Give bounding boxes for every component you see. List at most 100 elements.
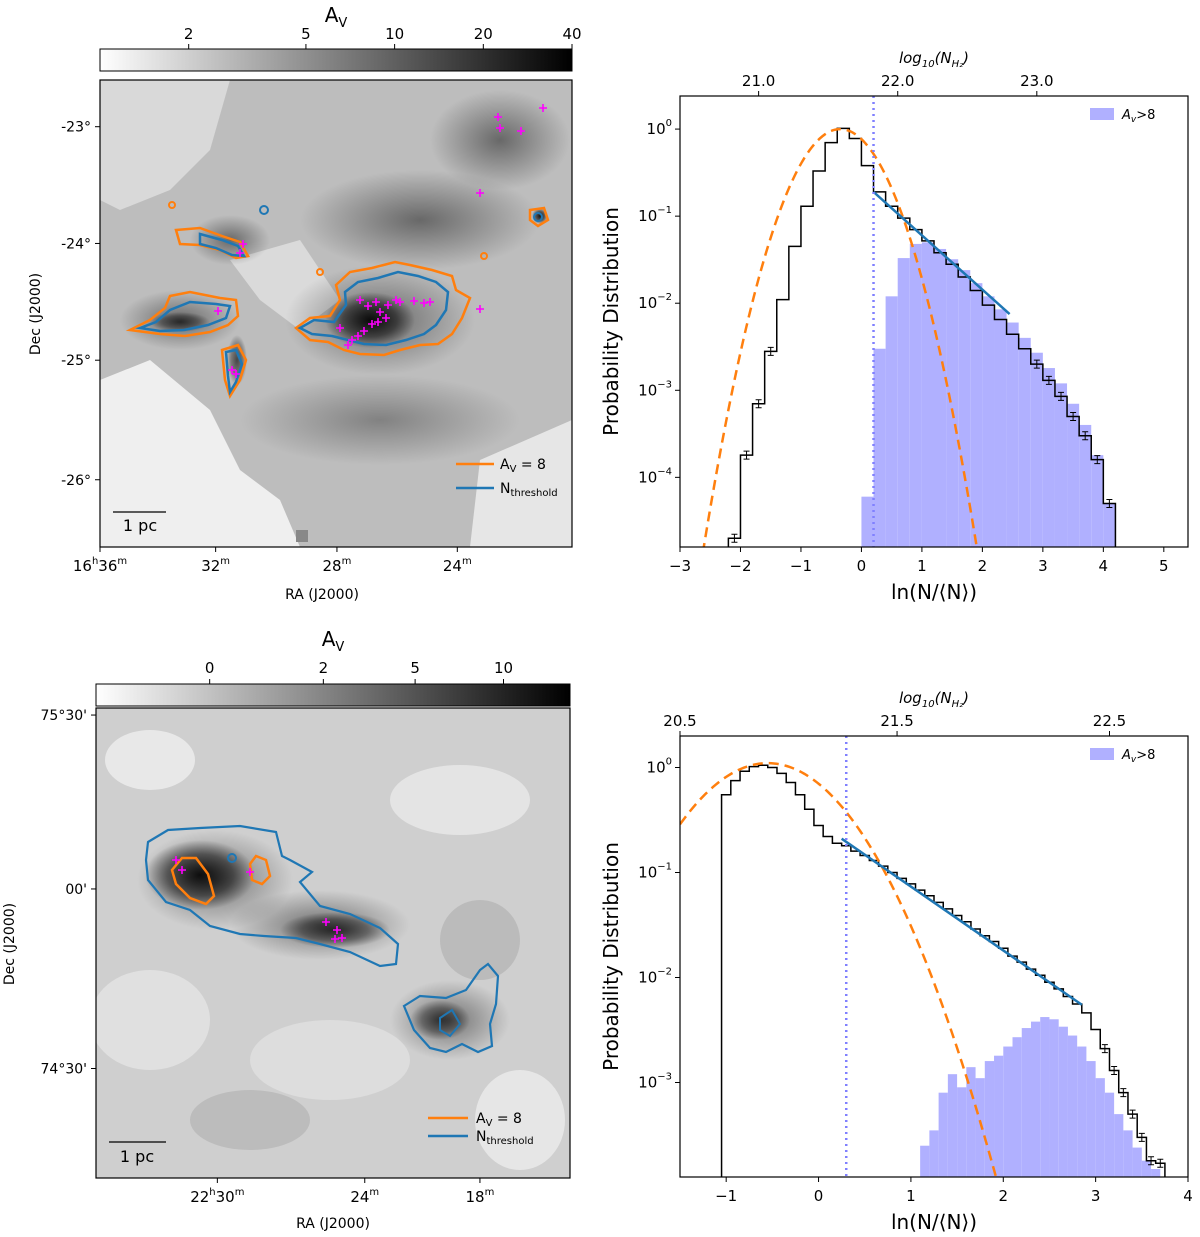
y-tick-label: 10−2: [638, 967, 672, 987]
xlabel-bottom-map: RA (J2000): [296, 1216, 370, 1232]
colorbar-bottom: AV 0 2 5 10: [95, 627, 571, 707]
av8-histogram-bar: [1104, 1092, 1115, 1177]
x-tick-label: −1: [715, 1187, 737, 1205]
yso-marker: [239, 240, 247, 248]
scalebar-label-top: 1 pc: [123, 516, 157, 535]
x-tick-label: 1: [917, 557, 927, 575]
lognormal-fit: [702, 127, 979, 547]
yso-marker: [496, 124, 504, 132]
threshold-contour: [135, 300, 232, 333]
av8-histogram-bar: [957, 1087, 967, 1177]
pdf-legend: Av>8: [1090, 108, 1155, 125]
x-tick-label: 5: [1159, 557, 1169, 575]
yso-marker: [539, 104, 547, 112]
pdf-ylabel: Probability Distribution: [599, 842, 623, 1071]
colorbar-tick-label: 20: [474, 25, 493, 43]
av8-contour: [220, 343, 248, 399]
yso-marker: [246, 868, 254, 876]
svg-text:Nthreshold: Nthreshold: [476, 1129, 534, 1147]
yso-marker: [476, 305, 484, 313]
pdf-panel-bottom: −1 0 1 2 3 4 100 10−1 10−2 10−3 20.5 21.5 22.5 log10(…: [599, 689, 1193, 1234]
x-tick-label: −1: [790, 557, 812, 575]
top-tick-label: 21.0: [742, 72, 775, 90]
y-tick-label: 10−1: [638, 862, 672, 882]
av8-histogram-bar: [1079, 424, 1092, 547]
y-tick-label: 10−1: [638, 205, 672, 225]
yso-marker: [517, 127, 525, 135]
pdf-plot-area: [702, 96, 1117, 547]
error-bar: [1120, 1088, 1127, 1098]
x-tick-label: 3: [1091, 1187, 1101, 1205]
x-tick-label: 2: [978, 557, 988, 575]
pdf-xlabel: ln(N/⟨N⟩): [891, 580, 977, 604]
yso-marker: [396, 298, 404, 306]
colorbar-tick-label: 5: [301, 25, 311, 43]
yso-marker: [214, 307, 222, 315]
av8-contour: [248, 854, 272, 886]
yso-marker: [228, 366, 236, 374]
y-tick-label: -26°: [61, 473, 91, 489]
y-tick-label: 10−3: [638, 1072, 672, 1092]
ylabel-bottom-map: Dec (J2000): [2, 903, 18, 985]
error-bar: [1129, 1109, 1136, 1119]
av8-histogram-bar: [1151, 1169, 1161, 1177]
powerlaw-fit: [872, 190, 1011, 316]
extinction-map-top: [100, 80, 572, 547]
x-tick-label: 22h30m: [190, 1187, 244, 1206]
yso-marker: [336, 324, 344, 332]
threshold-contour: [402, 962, 500, 1054]
av8-contour: [125, 290, 240, 338]
x-tick-label: 1: [906, 1187, 916, 1205]
legend-top-map: AV = 8 Nthreshold: [456, 457, 558, 499]
colorbar-title-bottom: AV: [322, 627, 345, 655]
x-tick-label: 32m: [201, 556, 230, 575]
colorbar-tick-label: 10: [494, 659, 513, 677]
av8-histogram-bar: [1123, 1130, 1133, 1177]
top-tick-label: 23.0: [1020, 72, 1053, 90]
x-tick-label: 4: [1183, 1187, 1193, 1205]
yso-marker: [426, 298, 434, 306]
av8-histogram-bar: [1067, 403, 1080, 547]
yso-marker: [360, 327, 368, 335]
y-tick-label: 100: [647, 757, 672, 777]
x-tick-label: −2: [729, 557, 751, 575]
av8-histogram-bar: [1012, 1037, 1022, 1177]
av8-histogram-bar: [938, 1092, 948, 1177]
yso-markers-bottom: [172, 856, 346, 943]
yso-marker: [172, 856, 180, 864]
x-tick-label: 18m: [466, 1187, 495, 1206]
lognormal-fit: [680, 761, 998, 1177]
av8-histogram-bar: [1086, 1061, 1096, 1177]
top-axis-label: log10(NH₂): [899, 49, 969, 70]
x-tick-label: 2: [998, 1187, 1008, 1205]
error-bar: [755, 399, 762, 409]
yso-marker: [372, 298, 380, 306]
error-bar: [1111, 1066, 1118, 1076]
colorbar-tick-label: 5: [410, 659, 420, 677]
svg-text:Nthreshold: Nthreshold: [500, 481, 558, 499]
threshold-contour: [297, 270, 450, 347]
error-bar: [767, 346, 774, 356]
av8-histogram-bar: [947, 1074, 958, 1177]
legend-swatch: [1090, 108, 1114, 120]
error-bar: [1058, 391, 1064, 401]
av8-histogram-bar: [966, 1067, 976, 1177]
av8-contour: [528, 206, 550, 228]
pdf-ylabel: Probability Distribution: [599, 207, 623, 436]
error-bar: [731, 533, 738, 543]
av8-histogram-bar: [1091, 455, 1104, 547]
colorbar-tick-label: 0: [205, 659, 215, 677]
map-panel-bottom: AV 0 2 5 10: [2, 627, 571, 1232]
yso-marker: [236, 249, 244, 257]
powerlaw-fit: [840, 837, 1083, 1006]
av8-histogram-bar: [1114, 1114, 1124, 1177]
yso-marker: [494, 113, 502, 121]
av8-histogram-bar: [958, 270, 971, 547]
x-tick-label: 3: [1038, 557, 1048, 575]
pdf-frame: [679, 95, 1189, 548]
error-bar: [1106, 499, 1113, 509]
colorbar-top: AV 2 5 10 20 40: [99, 3, 582, 72]
av8-histogram-bar: [994, 309, 1007, 547]
xlabel-top-map: RA (J2000): [285, 587, 359, 603]
